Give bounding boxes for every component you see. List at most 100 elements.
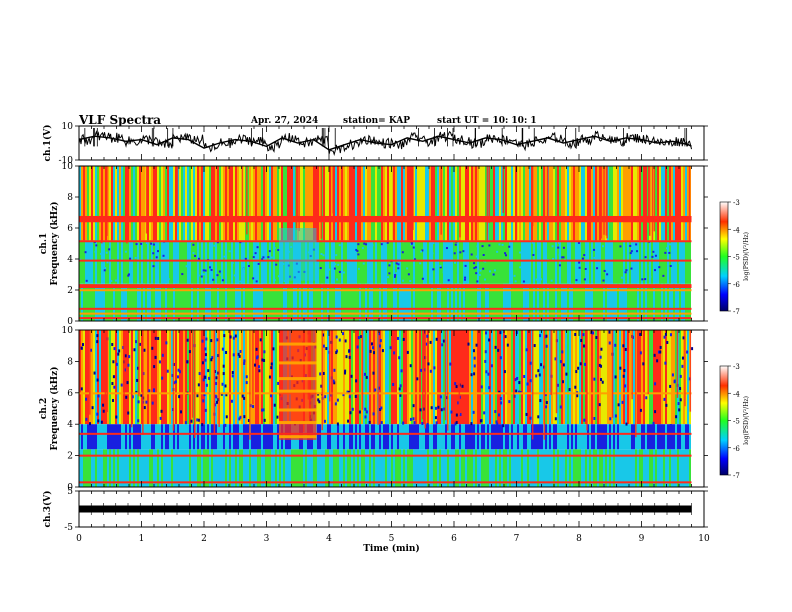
spectrogram-cell <box>227 330 229 425</box>
spectrogram-cell <box>257 449 259 487</box>
spectrogram-cell <box>163 330 165 425</box>
spectrogram-speckle <box>464 276 467 279</box>
spectrogram-cell <box>263 424 265 450</box>
spectrogram-cell <box>581 166 583 241</box>
spectrogram-cell <box>173 449 175 487</box>
spectrogram-cell <box>313 166 315 241</box>
spectrogram-speckle <box>445 247 448 250</box>
spectrogram-cell <box>537 424 539 450</box>
spectrogram-cell <box>225 166 227 241</box>
spectrogram-cell <box>435 166 437 241</box>
spectrogram-streak <box>531 166 534 227</box>
spectrogram-cell <box>421 240 423 284</box>
spectrogram-cell <box>631 424 633 450</box>
spectrogram-cell <box>315 166 317 241</box>
spectrogram-speckle <box>624 384 627 388</box>
spectrogram-speckle <box>84 251 87 254</box>
spectrogram-streak <box>89 330 91 415</box>
spectrogram-cell <box>213 240 215 284</box>
spectrogram-streak <box>600 166 603 239</box>
spectrogram-cell <box>221 283 223 321</box>
spectrogram-cell <box>511 166 513 241</box>
spectrogram-cell <box>687 283 689 321</box>
spectrogram-cell <box>509 330 511 425</box>
spectrogram-speckle <box>201 423 204 427</box>
spectrogram-speckle <box>429 340 432 344</box>
spectrogram-cell <box>87 166 89 241</box>
ch1-spectrogram-y-tick-label: 4 <box>67 255 73 265</box>
spectrogram-cell <box>159 330 161 425</box>
spectrogram-cell <box>687 166 689 241</box>
spectrogram-cell <box>385 240 387 284</box>
transient-band <box>279 342 317 346</box>
spectrogram-cell <box>81 449 83 487</box>
spectrogram-speckle <box>215 382 218 386</box>
spectrogram-cell <box>651 240 653 284</box>
spectrogram-speckle <box>598 403 601 407</box>
spectrogram-cell <box>267 449 269 487</box>
spectrogram-cell <box>349 283 351 321</box>
spectrogram-cell <box>643 330 645 425</box>
spectrogram-cell <box>633 449 635 487</box>
spectrogram-speckle <box>629 244 632 247</box>
spectrogram-speckle <box>625 422 628 426</box>
spectrogram-speckle <box>319 372 322 376</box>
spectrogram-cell <box>435 240 437 284</box>
spectrogram-cell <box>157 449 159 487</box>
spectrogram-speckle <box>473 267 476 270</box>
spectrogram-streak <box>249 330 251 440</box>
spectrogram-cell <box>647 424 649 450</box>
spectrogram-cell <box>587 424 589 450</box>
spectrogram-cell <box>449 240 451 284</box>
spectrogram-speckle <box>201 339 204 343</box>
spectrogram-speckle <box>277 381 280 385</box>
spectrogram-cell <box>601 330 603 425</box>
spectrogram-streak <box>486 166 489 241</box>
spectrogram-speckle <box>430 406 433 410</box>
spectrogram-cell <box>451 283 453 321</box>
spectrogram-speckle <box>325 347 328 351</box>
spectrogram-speckle <box>470 373 473 377</box>
spectrogram-cell <box>609 240 611 284</box>
spectrogram-cell <box>229 283 231 321</box>
spectrogram-speckle <box>479 419 482 423</box>
spectrogram-cell <box>509 283 511 321</box>
spectrogram-speckle <box>496 422 499 426</box>
spectrogram-cell <box>111 330 113 425</box>
spectrogram-speckle <box>372 346 375 350</box>
spectrogram-cell <box>285 166 287 241</box>
spectrogram-cell <box>323 449 325 487</box>
spectrogram-cell <box>419 240 421 284</box>
spectrogram-cell <box>373 283 375 321</box>
spectrogram-cell <box>381 240 383 284</box>
spectrogram-cell <box>195 166 197 241</box>
spectrogram-speckle <box>338 244 341 247</box>
spectrogram-cell <box>649 240 651 284</box>
spectrogram-speckle <box>150 243 153 246</box>
spectrogram-cell <box>117 166 119 241</box>
x-tick-label: 8 <box>576 534 582 544</box>
spectrogram-speckle <box>525 412 528 416</box>
spectrogram-speckle <box>342 271 345 274</box>
spectrogram-streak <box>513 330 515 414</box>
spectrogram-speckle <box>419 408 422 412</box>
spectrogram-cell <box>681 449 683 487</box>
spectrogram-cell <box>305 449 307 487</box>
spectrogram-speckle <box>429 257 432 260</box>
spectrogram-cell <box>259 330 261 425</box>
spectrogram-speckle <box>129 257 132 260</box>
spectrogram-cell <box>621 330 623 425</box>
spectrogram-cell <box>81 424 83 450</box>
spectrogram-speckle <box>268 250 271 253</box>
spectrogram-speckle <box>554 417 557 421</box>
spectrogram-speckle <box>409 417 412 421</box>
spectrogram-streak <box>298 166 300 232</box>
spectrogram-speckle <box>514 378 517 382</box>
spectrogram-cell <box>527 424 529 450</box>
spectrogram-cell <box>91 449 93 487</box>
spectrogram-cell <box>207 283 209 321</box>
spectrogram-speckle <box>531 241 534 244</box>
spectrogram-cell <box>403 240 405 284</box>
spectrogram-speckle <box>462 250 465 253</box>
spectrogram-speckle <box>234 334 237 338</box>
